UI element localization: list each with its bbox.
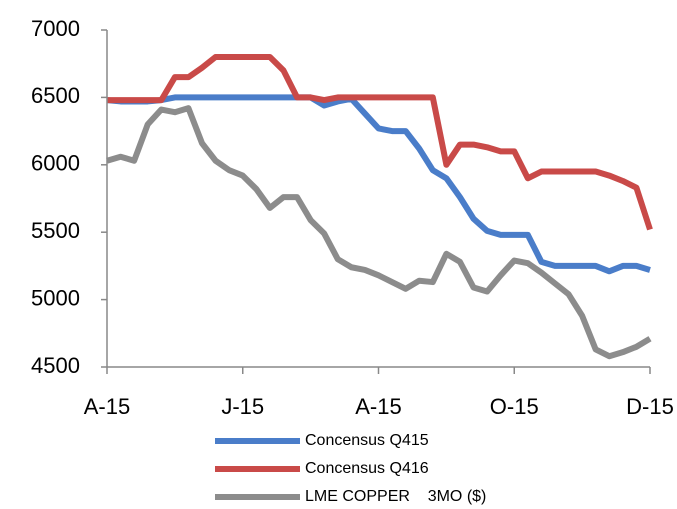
legend-label: Concensus Q416 [305, 460, 429, 477]
y-tick-label: 7000 [31, 16, 80, 41]
legend-label: Concensus Q415 [305, 432, 429, 449]
legend-label: LME COPPER 3MO ($) [305, 488, 486, 505]
x-tick-label: D-15 [626, 394, 674, 419]
x-tick-label: A-15 [84, 394, 130, 419]
x-tick-label: A-15 [355, 394, 401, 419]
y-tick-label: 6000 [31, 151, 80, 176]
series-line [106, 94, 651, 275]
y-tick-label: 6500 [31, 83, 80, 108]
y-tick-label: 5500 [31, 218, 80, 243]
x-tick-label: O-15 [490, 394, 539, 419]
y-tick-label: 5000 [31, 285, 80, 310]
series-line [107, 53, 653, 231]
y-tick-label: 4500 [31, 353, 80, 378]
x-tick-label: J-15 [221, 394, 264, 419]
series-line [106, 105, 652, 360]
